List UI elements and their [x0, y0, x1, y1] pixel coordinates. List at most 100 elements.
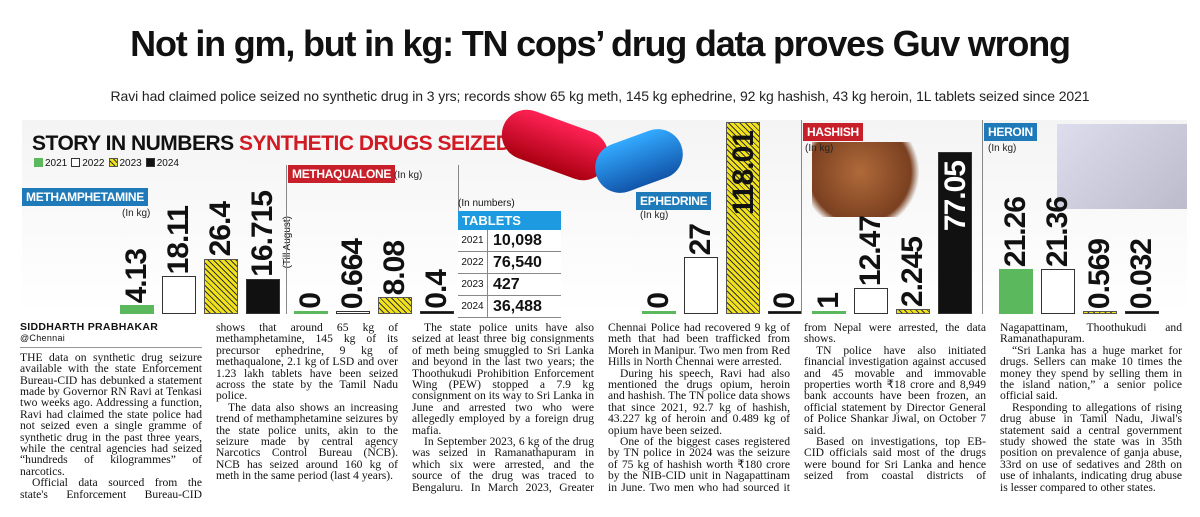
bar-column-2023: 2.245	[896, 237, 930, 314]
infographic: STORY IN NUMBERS SYNTHETIC DRUGS SEIZED …	[22, 102, 1187, 318]
bar-ephedrine-2022	[684, 257, 718, 314]
data-label: 12.47	[854, 215, 887, 286]
article-paragraph: The state police units have also seized …	[412, 321, 594, 437]
tablets-row: 2023 427	[458, 274, 561, 296]
byline: SIDDHARTH PRABHAKAR @Chennai	[20, 321, 202, 348]
data-label: 0.4	[420, 270, 453, 309]
tablets-year: 2024	[458, 296, 488, 317]
tag-heroin: HEROIN	[984, 123, 1037, 141]
article-paragraph: In September 2023, 6 kg of the drug was …	[412, 321, 790, 494]
bar-column-2022: 21.36	[1041, 197, 1075, 314]
legend-2021: 2021	[34, 158, 67, 169]
tag-hashish: HASHISH	[803, 123, 863, 141]
tablets-row: 2022 76,540	[458, 252, 561, 274]
headline-text: Not in gm, but in kg: TN cops’ drug data…	[130, 23, 1071, 64]
bar-hashish-2024: 77.05	[938, 152, 972, 314]
bar-ephedrine-2024	[768, 311, 802, 314]
article-paragraph: TN police have also initiated financial …	[804, 343, 986, 437]
tablets-row: 2021 10,098	[458, 230, 561, 252]
bar-methamphetamine-2024	[246, 278, 280, 314]
data-label: 0.569	[1083, 238, 1116, 309]
ephedrine-bars: 0 27 118.01 0	[642, 122, 802, 314]
unit-label: (In kg)	[394, 170, 423, 181]
data-label: 0	[768, 293, 801, 309]
bar-hashish-2023	[896, 309, 930, 314]
tablets-value: 427	[493, 275, 520, 293]
bar-column-2021: 0	[642, 293, 676, 314]
bar-column-2022: 12.47	[854, 216, 888, 314]
bar-column-2023: 0.569	[1083, 239, 1117, 314]
data-label: 18.11	[162, 205, 195, 274]
legend-2023: 2023	[108, 158, 142, 169]
data-label: 2.245	[896, 237, 929, 308]
tablets-table: (In numbers) TABLETS 2021 10,098 2022 76,54…	[458, 198, 561, 318]
bar-ephedrine-2021	[642, 311, 676, 314]
data-label: 8.08	[378, 240, 411, 296]
article-paragraph: Official data sourced from the state's E…	[20, 321, 398, 501]
headline: Not in gm, but in kg: TN cops’ drug data…	[0, 14, 1200, 74]
unit-label: (In kg)	[122, 208, 151, 219]
data-label: 16.715	[246, 191, 279, 277]
bar-column-2024: 16.715 (Till August)	[246, 191, 293, 314]
hashish-photo	[812, 142, 932, 217]
bar-column-2024: 77.05	[938, 152, 972, 314]
bar-methamphetamine-2022	[162, 275, 196, 314]
data-label: 0	[642, 293, 675, 309]
methaqualone-bars: 0 0.664 8.08 0.4	[294, 239, 454, 314]
bar-column-2024: 0	[768, 293, 802, 314]
bar-column-2022: 0.664	[336, 239, 370, 314]
bar-column-2024: 0.032	[1125, 239, 1159, 314]
legend: 2021 2022 2023 2024	[34, 158, 179, 169]
bar-heroin-2023	[1083, 311, 1117, 314]
divider	[801, 120, 802, 314]
article-paragraph: “Sri Lanka has a huge market for drugs. …	[1000, 343, 1182, 403]
data-label: 77.05	[939, 161, 972, 232]
data-label: 26.4	[204, 202, 237, 257]
bar-column-2024: 0.4	[420, 270, 454, 314]
bar-ephedrine-2023: 118.01	[726, 122, 760, 314]
tag-ephedrine: EPHEDRINE	[636, 192, 712, 210]
bar-column-2023: 8.08	[378, 241, 412, 314]
article-body: SIDDHARTH PRABHAKAR @Chennai THE data on…	[20, 321, 1182, 501]
article-paragraph: THE data on synthetic drug seizure avail…	[20, 350, 202, 478]
data-label: 4.13	[120, 248, 153, 304]
bar-hashish-2021	[812, 311, 846, 314]
bar-heroin-2021	[999, 269, 1033, 314]
legend-2022: 2022	[71, 158, 105, 169]
article-paragraph: During his speech, Ravi had also mention…	[608, 366, 790, 437]
tablets-year: 2021	[458, 230, 488, 251]
data-label: 0	[294, 293, 327, 309]
bar-heroin-2022	[1041, 269, 1075, 314]
till-august-note: (Till August)	[282, 215, 293, 268]
title-red: SYNTHETIC DRUGS SEIZED	[239, 132, 511, 155]
bar-column-2023: 118.01	[726, 122, 760, 314]
tag-methaqualone: METHAQUALONE	[288, 165, 396, 183]
bar-column-2022: 27	[684, 224, 718, 314]
title-black: STORY IN NUMBERS	[32, 132, 234, 155]
bar-methamphetamine-2021	[120, 305, 154, 314]
tablets-title: TABLETS	[458, 211, 561, 230]
dateline: @Chennai	[20, 333, 66, 344]
divider	[286, 165, 287, 314]
divider	[982, 120, 983, 314]
tablets-year: 2022	[458, 252, 488, 273]
subhead-text: Ravi had claimed police seized no synthe…	[110, 88, 1090, 104]
data-label: 0.032	[1125, 238, 1158, 309]
bar-methaqualone-2023	[378, 297, 412, 314]
tablets-value: 10,098	[493, 231, 542, 249]
article-paragraph: One of the biggest cases registered by T…	[608, 321, 986, 494]
tag-methamphetamine: METHAMPHETAMINE	[22, 188, 148, 206]
article-paragraph: Responding to allegations of rising drug…	[1000, 400, 1182, 494]
data-label: 0.664	[336, 238, 369, 309]
subhead: Ravi had claimed police seized no synthe…	[0, 88, 1200, 106]
article-paragraph: The data also shows an increasing trend …	[216, 400, 398, 483]
bar-methamphetamine-2023	[204, 258, 238, 314]
data-label: 118.01	[727, 131, 760, 216]
infographic-title: STORY IN NUMBERS SYNTHETIC DRUGS SEIZED	[32, 132, 511, 156]
tablets-caption: (In numbers)	[458, 198, 515, 209]
data-label: 27	[684, 223, 717, 256]
author: SIDDHARTH PRABHAKAR	[20, 321, 159, 333]
unit-label: (In kg)	[988, 143, 1017, 154]
data-label: 21.36	[1041, 197, 1074, 268]
bar-column-2021: 0	[294, 293, 328, 314]
